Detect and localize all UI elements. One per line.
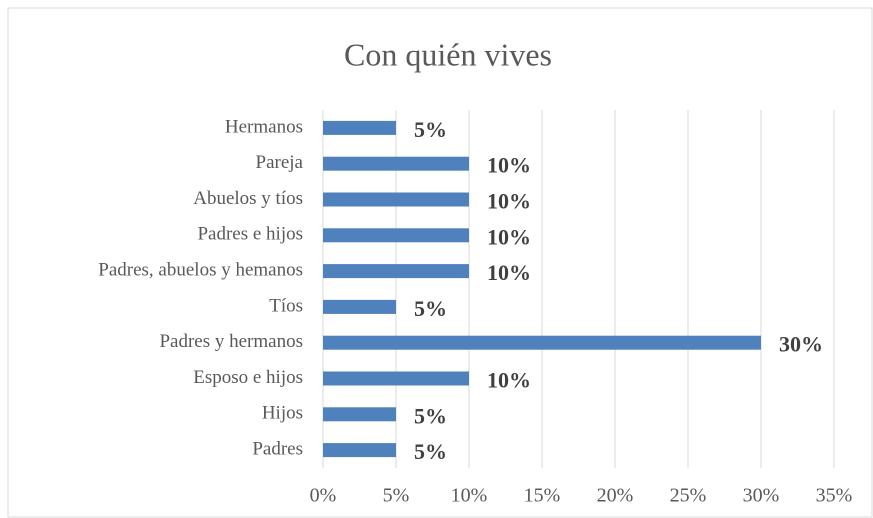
x-tick-label: 0% bbox=[310, 485, 337, 507]
bar bbox=[323, 120, 396, 135]
y-tick-label: Hermanos bbox=[225, 116, 303, 137]
data-label: 5% bbox=[414, 439, 447, 464]
bar bbox=[323, 299, 396, 314]
bar bbox=[323, 228, 469, 243]
data-label: 5% bbox=[414, 296, 447, 321]
data-label: 10% bbox=[487, 224, 531, 249]
data-label: 30% bbox=[779, 332, 823, 357]
chart-title: Con quién vives bbox=[344, 36, 552, 72]
bar bbox=[323, 335, 761, 350]
bar bbox=[323, 407, 396, 422]
x-tick-label: 20% bbox=[597, 485, 634, 507]
y-tick-label: Hijos bbox=[262, 403, 303, 424]
y-tick-label: Padres bbox=[252, 438, 303, 459]
y-tick-label: Padres, abuelos y hemanos bbox=[98, 259, 303, 280]
y-tick-label: Pareja bbox=[256, 152, 304, 173]
x-tick-label: 25% bbox=[670, 485, 707, 507]
x-tick-label: 15% bbox=[524, 485, 561, 507]
data-label: 10% bbox=[487, 368, 531, 393]
data-label: 10% bbox=[487, 153, 531, 178]
y-tick-label: Padres y hermanos bbox=[159, 331, 303, 352]
y-tick-label: Esposo e hijos bbox=[193, 367, 303, 388]
x-tick-label: 10% bbox=[451, 485, 488, 507]
bar bbox=[323, 264, 469, 279]
x-tick-label: 30% bbox=[743, 485, 780, 507]
x-tick-label: 35% bbox=[816, 485, 853, 507]
y-tick-label: Tíos bbox=[269, 295, 303, 316]
bar bbox=[323, 371, 469, 386]
y-tick-label: Abuelos y tíos bbox=[193, 188, 303, 209]
data-label: 5% bbox=[414, 117, 447, 142]
x-tick-label: 5% bbox=[383, 485, 410, 507]
data-label: 10% bbox=[487, 189, 531, 214]
data-label: 5% bbox=[414, 403, 447, 428]
y-tick-label: Padres e hijos bbox=[197, 224, 303, 245]
bar bbox=[323, 156, 469, 171]
chart-frame bbox=[7, 7, 873, 518]
bar bbox=[323, 192, 469, 207]
bar bbox=[323, 443, 396, 458]
data-label: 10% bbox=[487, 260, 531, 285]
